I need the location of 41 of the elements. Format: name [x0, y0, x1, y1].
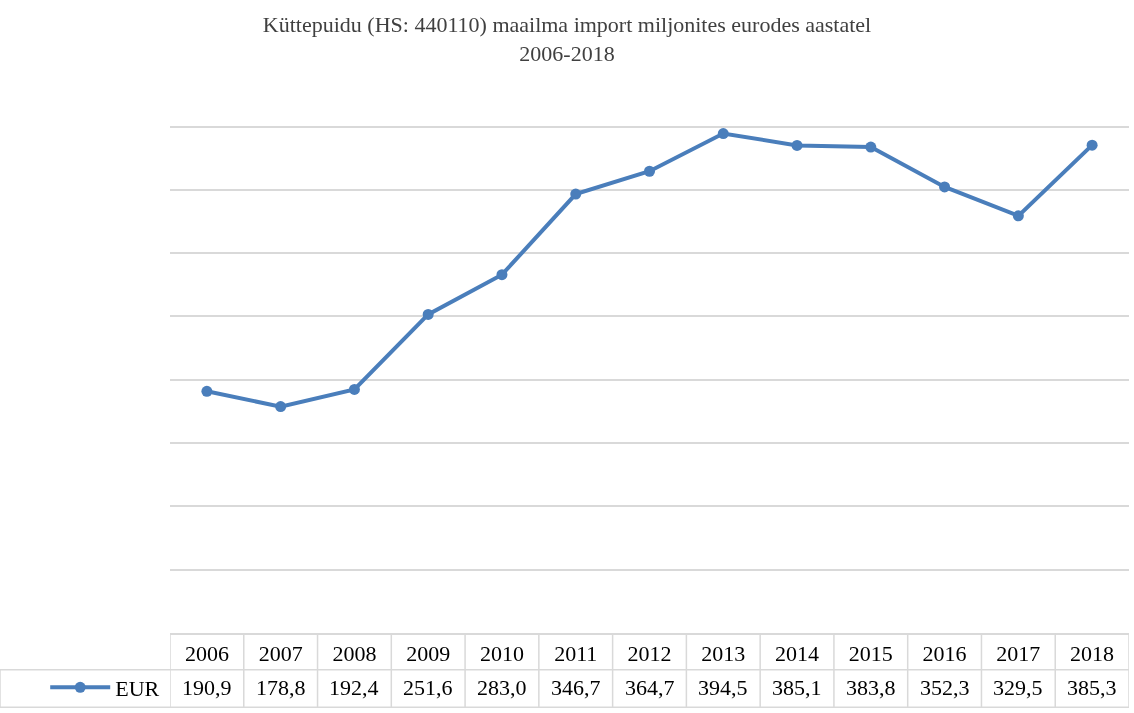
x-tick-label: 2009	[406, 641, 451, 667]
x-tick-label: 2013	[701, 641, 746, 667]
point	[275, 401, 287, 413]
point	[422, 308, 434, 320]
data-label: 192,4	[329, 675, 379, 700]
data-label: 283,0	[477, 675, 527, 700]
point	[570, 188, 582, 200]
data-label: 346,7	[551, 675, 601, 700]
data-label: 394,5	[698, 675, 748, 700]
point	[644, 165, 655, 177]
legend-label: EUR	[115, 675, 160, 701]
x-tick-label: 2010	[479, 641, 524, 667]
data-label: 190,9	[182, 675, 232, 700]
x-tick-label: 2016	[922, 641, 967, 667]
point	[791, 139, 803, 151]
x-tick-label: 2018	[1070, 641, 1115, 667]
x-tick-label: 2012	[627, 641, 672, 667]
data-label: 178,8	[256, 675, 306, 700]
data-label: 352,3	[920, 675, 970, 700]
point	[496, 269, 508, 281]
data-label: 329,5	[993, 675, 1043, 700]
x-tick-label: 2017	[996, 641, 1041, 667]
data-label: 383,8	[846, 675, 896, 700]
x-tick-label: 2008	[332, 641, 377, 667]
data-label: 385,3	[1067, 675, 1117, 700]
point	[348, 383, 360, 395]
point	[1012, 210, 1024, 222]
x-tick-label: 2011	[554, 641, 598, 667]
point	[865, 141, 877, 153]
point	[717, 128, 729, 140]
data-label: 385,1	[772, 675, 822, 700]
data-label: 251,6	[403, 675, 453, 700]
data-label: 364,7	[625, 675, 675, 700]
x-tick-label: 2007	[258, 641, 303, 667]
x-tick-label: 2014	[775, 641, 820, 667]
chart-title: Küttepuidu (HS: 440110) maailma import miljonites eurodes aastatel 2006-2018	[262, 12, 872, 66]
point	[939, 181, 951, 193]
point	[201, 385, 213, 397]
point	[1086, 139, 1098, 151]
x-tick-label: 2015	[848, 641, 893, 667]
x-tick-label: 2006	[184, 641, 229, 667]
